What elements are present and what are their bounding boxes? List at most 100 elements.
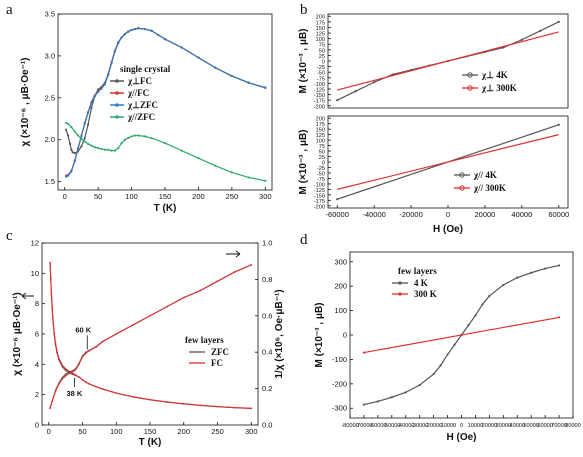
d-xtick-label-10: 20000 (482, 423, 498, 429)
a-series-3-point-11 (100, 147, 103, 151)
b-bottom-legend-label-1: χ// 300K (473, 183, 506, 193)
c-series-3-point-21 (199, 289, 202, 292)
c-ytick-label-2: 4 (35, 360, 39, 369)
a-legend-label-2: χ⊥ZFC (127, 100, 158, 110)
c-series-3-point-10 (78, 363, 80, 365)
c-arrow-left-axis (21, 292, 34, 300)
b-top-series-line-1 (337, 31, 559, 91)
c-series-3-point-20 (182, 296, 185, 299)
c-series-3-point-13 (88, 349, 91, 352)
a-series-3-point-20 (130, 135, 133, 138)
c-series-line-1 (49, 262, 252, 409)
b-bottom-ytick-label-1: -175 (314, 199, 325, 205)
d-series-0-point-8 (453, 343, 456, 346)
a-series-2-point-29 (247, 81, 250, 84)
b-top-series-0-point-12 (557, 20, 560, 23)
c-series-1-point-18 (88, 383, 91, 385)
b-bottom-ytick-label-2: -150 (314, 193, 325, 199)
d-series-0-point-6 (439, 364, 442, 367)
a-series-0-point-7 (80, 145, 83, 148)
a-series-3-point-25 (163, 141, 167, 145)
panel-b-bottom: -200-175-150-125-100-75-50-2502550751001… (298, 115, 569, 235)
d-xtick-label-9: 10000 (468, 423, 484, 429)
b-top-ytick-label-8: 0 (322, 60, 325, 66)
a-series-3-point-3 (73, 130, 76, 133)
a-series-3-point-4 (76, 134, 80, 137)
c-series-1-point-24 (166, 401, 168, 403)
b-top-ytick-label-10: 50 (319, 48, 325, 54)
d-legend-marker-0 (398, 281, 402, 285)
b-top-ytick-label-6: -50 (317, 71, 325, 77)
b-bottom-series-0-point-0 (336, 198, 339, 201)
a-xtick-label-4: 200 (192, 192, 205, 201)
c-series-3-point-8 (73, 369, 76, 372)
b-bottom-legend-marker-0 (459, 172, 465, 178)
b-bottom-ytick-label-11: 75 (319, 144, 325, 150)
c-xtick-label-5: 250 (211, 427, 224, 436)
c-series-3-point-11 (81, 355, 84, 358)
d-ytick-label-0: -300 (332, 404, 347, 413)
d-xtick-label-1: -70000 (355, 423, 372, 429)
a-series-2-point-5 (80, 135, 83, 138)
a-series-3-point-30 (247, 176, 250, 179)
b-bottom-ytick-label-15: 175 (316, 122, 325, 128)
b-top-ytick-label-16: 200 (316, 15, 325, 21)
b-bottom-series-0-point-1 (557, 123, 560, 126)
d-series-0-point-15 (516, 276, 519, 279)
a-series-line-1 (65, 27, 266, 177)
d-ytick-label-2: -100 (332, 355, 347, 364)
d-series-0-point-10 (467, 324, 470, 327)
d-legend-title: few layers (398, 266, 437, 276)
d-legend-label-1: 300 K (414, 289, 437, 299)
a-series-3-point-2 (70, 126, 73, 129)
c-series-1-point-5 (53, 331, 55, 334)
d-xtick-label-15: 70000 (551, 423, 567, 429)
b-bottom-xtick-label-4: 20000 (474, 210, 495, 219)
c-series-1-point-4 (52, 316, 54, 319)
c-series-3-point-9 (74, 368, 77, 371)
b-top-ytick-label-15: 175 (316, 20, 325, 26)
c-ylabel: χ (×10⁻⁶ μB·Oe⁻¹) (12, 292, 23, 375)
a-legend-label-3: χ//ZFC (127, 112, 155, 122)
c-ytick-label-6: 12 (31, 239, 39, 248)
b-bottom-ytick-label-3: -125 (314, 188, 325, 194)
a-ytick-label-4: 3.5 (45, 10, 55, 19)
d-legend-marker-1 (398, 292, 402, 296)
d-ytick-label-3: 0 (343, 331, 347, 340)
panel-letter-a: a (6, 2, 13, 18)
b-bottom-series-line-1 (337, 134, 559, 190)
b-top-ylabel: M (×10⁻³ , μB) (298, 28, 309, 93)
b-top-ytick-label-14: 150 (316, 26, 325, 32)
b-top-ytick-label-11: 75 (319, 43, 325, 49)
a-series-2-point-2 (70, 170, 73, 173)
c-legend-label-0: ZFC (211, 347, 229, 357)
a-series-0-point-4 (71, 151, 74, 154)
d-series-0-point-4 (418, 383, 421, 387)
c-ytick-label-1: 2 (35, 390, 39, 399)
a-series-2-point-14 (110, 62, 113, 65)
b-top-series-0-point-2 (373, 81, 376, 84)
c-y2tick-label-1: 0.2 (262, 384, 272, 393)
a-series-3-point-5 (80, 137, 83, 140)
b-bottom-legend-label-0: χ// 4K (473, 170, 497, 180)
a-series-2-point-30 (264, 86, 267, 89)
a-series-3-point-16 (117, 146, 120, 150)
c-series-3-point-5 (64, 375, 67, 377)
b-top-legend-label-1: χ⊥ 300K (481, 83, 517, 93)
c-xtick-label-0: 0 (47, 427, 51, 436)
a-series-3-point-15 (113, 149, 116, 152)
b-bottom-ytick-label-6: -50 (317, 171, 325, 177)
b-bottom-xtick-label-3: 0 (446, 210, 450, 219)
c-series-3-point-23 (233, 271, 236, 273)
b-top-ytick-label-7: -25 (317, 65, 325, 71)
a-series-3-point-18 (123, 138, 126, 141)
c-series-3-point-16 (115, 333, 118, 335)
b-top-ytick-label-1: -175 (314, 99, 325, 105)
d-xtick-label-4: -40000 (397, 423, 414, 429)
d-series-1-point-0 (362, 351, 366, 354)
d-ytick-label-4: 100 (334, 306, 347, 315)
d-xtick-label-8: 0 (460, 423, 463, 429)
c-series-2-point-6 (68, 371, 70, 374)
d-xtick-label-7: -10000 (439, 423, 456, 429)
